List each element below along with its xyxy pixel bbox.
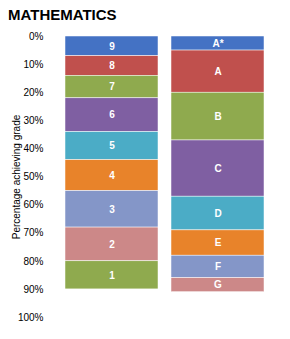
svg-text:4: 4 (109, 170, 115, 181)
svg-text:80%: 80% (23, 256, 43, 267)
svg-text:3: 3 (109, 204, 115, 215)
svg-text:1: 1 (109, 270, 115, 281)
svg-text:B: B (214, 111, 221, 122)
svg-text:90%: 90% (23, 284, 43, 295)
svg-text:E: E (215, 237, 222, 248)
svg-text:C: C (214, 163, 221, 174)
svg-text:6: 6 (109, 109, 115, 120)
svg-text:60%: 60% (23, 199, 43, 210)
svg-text:9: 9 (109, 41, 115, 52)
svg-text:D: D (214, 208, 221, 219)
svg-text:7: 7 (109, 81, 115, 92)
svg-text:5: 5 (109, 140, 115, 151)
svg-text:Percentage achieving grade: Percentage achieving grade (11, 114, 22, 239)
svg-text:10%: 10% (23, 59, 43, 70)
svg-text:F: F (215, 261, 221, 272)
svg-text:A: A (214, 66, 221, 77)
svg-text:G: G (214, 279, 222, 290)
svg-text:8: 8 (109, 60, 115, 71)
svg-text:30%: 30% (23, 115, 43, 126)
svg-text:70%: 70% (23, 227, 43, 238)
html-text:MATHEMATICS: MATHEMATICS (8, 6, 117, 23)
svg-text:100%: 100% (18, 312, 44, 323)
svg-text:2: 2 (109, 239, 115, 250)
svg-text:0%: 0% (29, 31, 44, 42)
svg-text:50%: 50% (23, 171, 43, 182)
svg-text:40%: 40% (23, 143, 43, 154)
svg-text:20%: 20% (23, 87, 43, 98)
svg-text:A*: A* (212, 38, 223, 49)
